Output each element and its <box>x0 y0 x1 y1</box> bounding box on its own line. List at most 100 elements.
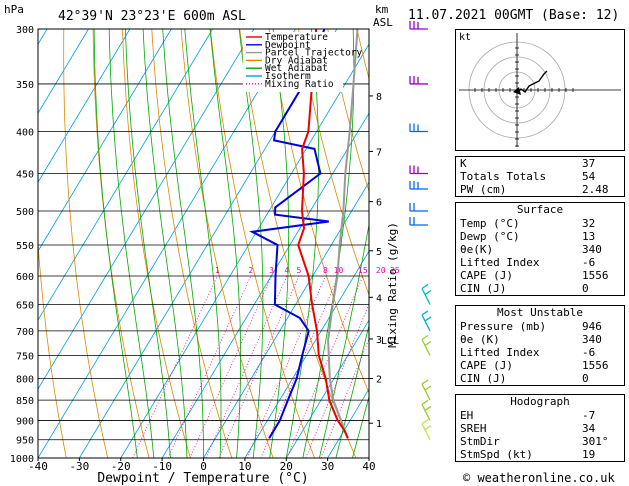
table-row: EH -7 <box>456 409 624 422</box>
hodograph-stats-title: Hodograph <box>510 395 570 408</box>
surface-panel: Surface Temp (°C) 32 Dewp (°C) 13 θe(K) 340 Li… <box>455 202 625 296</box>
pressure-tick-label: 750 <box>16 351 34 362</box>
table-row: StmDir 301° <box>456 435 624 448</box>
mixing-ratio-line <box>305 303 369 458</box>
legend-entry: Mixing Ratio <box>265 79 334 90</box>
table-row: Lifted Index -6 <box>456 346 624 359</box>
hodograph-trace <box>516 70 548 94</box>
temperature-line <box>297 29 349 439</box>
pressure-tick-label: 400 <box>16 128 34 139</box>
wet-adiabat-line <box>352 395 369 458</box>
wet-adiabat-line <box>318 222 369 458</box>
x-tick-label: 0 <box>200 460 207 473</box>
x-tick-label: -10 <box>152 460 172 473</box>
x-tick-label: 30 <box>321 460 334 473</box>
table-row: SREH 34 <box>456 422 624 435</box>
datetime-title: 11.07.2021 00GMT (Base: 12) <box>408 8 620 23</box>
surface-title: Surface <box>516 203 564 216</box>
pressure-tick-label: 450 <box>16 169 34 180</box>
wet-adiabat-line <box>142 29 188 458</box>
mixing-ratio-label: 3 <box>269 266 274 275</box>
wind-barb <box>421 419 432 441</box>
km-tick-label: 4 <box>376 293 382 304</box>
row-value: 0 <box>582 282 589 295</box>
wet-adiabat-line <box>93 29 138 458</box>
mixing-ratio-label: 20 <box>376 266 386 275</box>
wet-adiabat-line <box>335 323 369 458</box>
x-tick-label: -40 <box>28 460 48 473</box>
indices-panel: K 37 Totals Totals 54 PW (cm) 2.48 <box>455 156 625 197</box>
most-unstable-panel: Most Unstable Pressure (mb) 946 θe (K) 340 L… <box>455 305 625 386</box>
wind-barb <box>409 180 428 190</box>
isotherm-line <box>38 29 296 458</box>
hodograph-stats-panel: Hodograph EH -7 SREH 34 StmDir 301° StmSpd (kt… <box>455 394 625 462</box>
hodograph-unit-label: kt <box>459 32 471 43</box>
mixing-ratio-label: 5 <box>297 266 302 275</box>
row-label: K <box>460 157 467 170</box>
wind-barb <box>409 75 428 85</box>
mixing-ratio-label: 4 <box>284 266 289 275</box>
wet-adiabat-line <box>125 29 171 458</box>
row-value: 54 <box>582 170 596 183</box>
wind-barb <box>421 283 432 305</box>
legend-entry: Parcel Trajectory <box>265 48 363 59</box>
copyright: © weatheronline.co.uk <box>463 471 615 485</box>
asl-label: ASL <box>373 16 393 29</box>
row-value: 37 <box>582 157 596 170</box>
mixing-ratio-label: 15 <box>358 266 368 275</box>
row-label: Pressure (mb) <box>460 320 547 333</box>
wind-barb <box>409 203 428 212</box>
isotherm-line <box>0 29 6 458</box>
row-label: SREH <box>460 422 487 435</box>
isotherm-line <box>161 112 369 458</box>
hodograph: kt <box>455 29 625 151</box>
x-axis-label: Dewpoint / Temperature (°C) <box>97 471 308 486</box>
km-tick-label: 1 <box>376 419 382 430</box>
mixing-ratio-label: 1 <box>215 266 220 275</box>
table-row: Dewp (°C) 13 <box>456 230 624 243</box>
row-label: θe (K) <box>460 333 500 346</box>
row-label: CAPE (J) <box>460 359 513 372</box>
km-tick-label: 7 <box>376 147 382 158</box>
row-label: Temp (°C) <box>460 217 520 230</box>
row-label: EH <box>460 409 474 422</box>
row-value: 1556 <box>582 359 609 372</box>
row-label: PW (cm) <box>460 183 507 196</box>
row-value: -6 <box>582 346 596 359</box>
km-tick-label: 8 <box>376 92 382 103</box>
legend-entry: Isotherm <box>265 71 311 82</box>
plot-frame <box>37 28 370 459</box>
mixing-ratio-label: 8 <box>323 266 328 275</box>
x-tick-label: 20 <box>280 460 293 473</box>
table-row: Totals Totals 54 <box>456 170 624 183</box>
table-row: Lifted Index -6 <box>456 256 624 269</box>
legend-entry: Temperature <box>265 32 328 43</box>
table-row: Pressure (mb) 946 <box>456 320 624 333</box>
km-tick-label: 2 <box>376 374 382 385</box>
wind-barb <box>409 216 428 226</box>
table-row: θe (K) 340 <box>456 333 624 346</box>
pressure-tick-label: 1000 <box>10 454 34 465</box>
pressure-tick-label: 300 <box>16 25 34 36</box>
row-value: -7 <box>582 409 596 422</box>
wet-adiabat-line <box>209 29 242 458</box>
row-label: CIN (J) <box>460 372 507 385</box>
mixing-ratio-label: 25 <box>390 266 400 275</box>
dry-adiabat-line <box>63 29 109 458</box>
isotherm-line <box>203 181 369 458</box>
table-row: CAPE (J) 1556 <box>456 359 624 372</box>
row-value: 34 <box>582 422 596 435</box>
pressure-tick-label: 650 <box>16 301 34 312</box>
row-value: 946 <box>582 320 602 333</box>
row-label: StmSpd (kt) <box>460 448 533 461</box>
km-label: km <box>375 3 389 16</box>
mixing-ratio-line <box>286 275 364 458</box>
dry-adiabat-line <box>92 29 150 458</box>
wind-barb <box>421 379 432 401</box>
pressure-tick-label: 500 <box>16 207 34 218</box>
pressure-tick-label: 550 <box>16 241 34 252</box>
row-label: Dewp (°C) <box>460 230 520 243</box>
row-label: StmDir <box>460 435 500 448</box>
mixing-ratio-label: 10 <box>334 266 344 275</box>
lcl-label: LCL <box>381 336 399 347</box>
